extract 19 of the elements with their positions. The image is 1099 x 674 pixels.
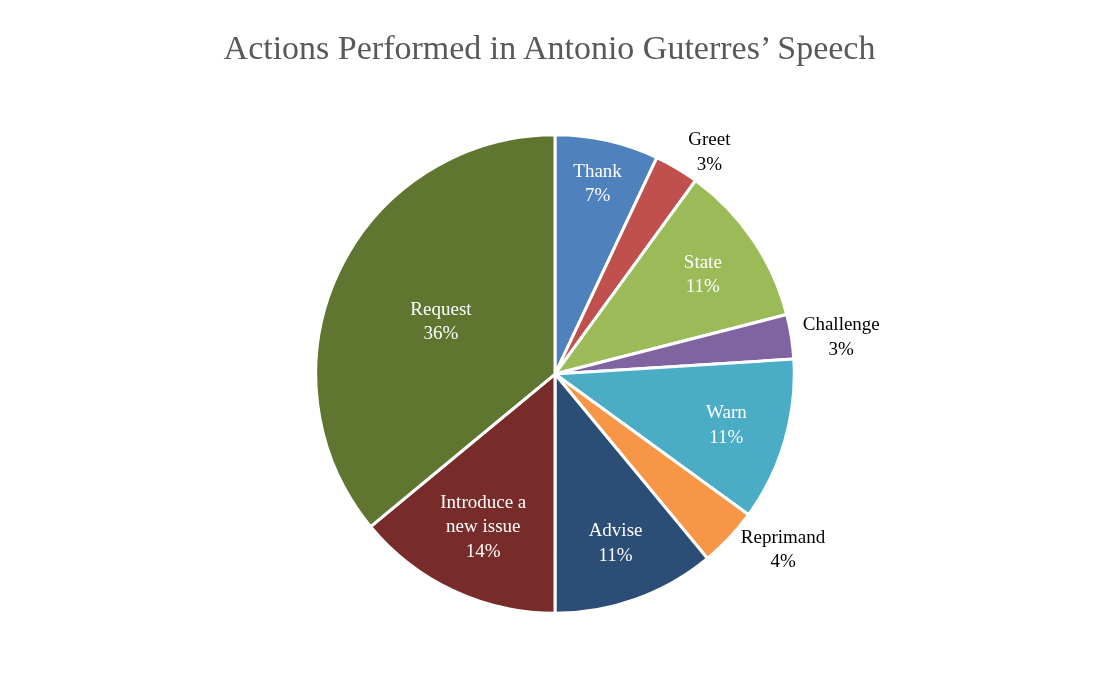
slice-label: State <box>683 250 722 272</box>
slice-label: Request <box>410 297 473 319</box>
slice-label: Greet <box>688 128 732 150</box>
data-label: 3% <box>696 153 723 175</box>
data-label: 11% <box>685 275 721 297</box>
slice-label: Advise <box>588 519 643 541</box>
slice-label: Thank <box>573 159 623 181</box>
slice-label: Challenge <box>802 313 880 335</box>
slice-label: Introduce a new issue <box>440 490 527 537</box>
data-label: 4% <box>770 550 796 572</box>
chart-title: Actions Performed in Antonio Guterres’ Speech <box>223 29 876 67</box>
data-label: 36% <box>423 322 459 344</box>
data-label: 11% <box>709 425 744 447</box>
data-label: 11% <box>598 544 633 566</box>
data-label: 14% <box>465 540 501 562</box>
slice-label: Reprimand <box>740 525 826 547</box>
data-label: 7% <box>584 184 611 206</box>
slice-label: Warn <box>706 401 748 423</box>
data-label: 3% <box>828 337 855 359</box>
